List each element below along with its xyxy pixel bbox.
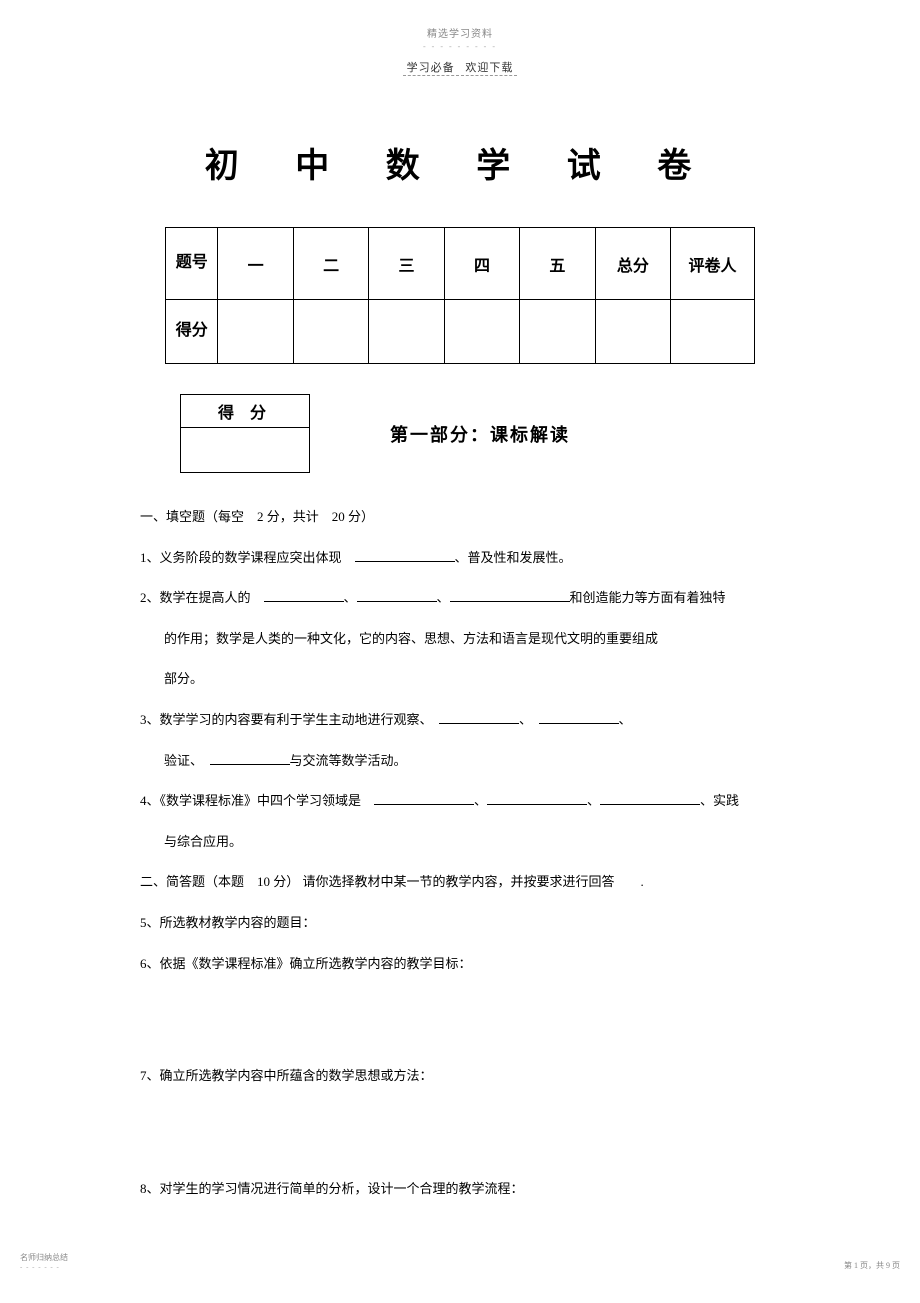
- cell-col-4: 四: [444, 228, 519, 300]
- blank-fill: [357, 589, 437, 602]
- question-2-line2: 的作用；数学是人类的一种文化，它的内容、思想、方法和语言是现代文明的重要组成: [140, 625, 780, 654]
- header-top-text: 精选学习资料: [0, 0, 920, 40]
- header-dots: - - - - - - - - -: [0, 42, 920, 51]
- question-5: 5、所选教材教学内容的题目：: [140, 909, 780, 938]
- q3-line2-a: 验证、: [164, 753, 210, 768]
- blank-fill: [264, 589, 344, 602]
- q1-text-a: 1、义务阶段的数学课程应突出体现: [140, 550, 355, 565]
- blank-fill: [374, 792, 474, 805]
- cell-total: 总分: [595, 228, 670, 300]
- q2-text-a: 2、数学在提高人的: [140, 590, 264, 605]
- blank-fill: [487, 792, 587, 805]
- blank-fill: [355, 549, 455, 562]
- score-box-value: [181, 428, 309, 472]
- question-6: 6、依据《数学课程标准》确立所选教学内容的教学目标：: [140, 950, 780, 979]
- footer-right: 第 1 页，共 9 页: [844, 1260, 900, 1271]
- score-box: 得 分: [180, 394, 310, 473]
- question-4: 4、《数学课程标准》中四个学习领域是 、 、 、实践: [140, 787, 780, 816]
- question-1: 1、义务阶段的数学课程应突出体现 、普及性和发展性。: [140, 544, 780, 573]
- cell-score-5: [520, 300, 595, 364]
- question-3: 3、数学学习的内容要有利于学生主动地进行观察、 、 、: [140, 706, 780, 735]
- header-sub-left: 学习必备: [403, 59, 459, 76]
- blank-fill: [600, 792, 700, 805]
- blank-fill: [539, 711, 619, 724]
- q4-text-a: 4、《数学课程标准》中四个学习领域是: [140, 793, 374, 808]
- footer-left: 名师归纳总结 - - - - - - -: [20, 1252, 68, 1271]
- cell-score-4: [444, 300, 519, 364]
- question-7: 7、确立所选教学内容中所蕴含的数学思想或方法：: [140, 1062, 780, 1091]
- blank-fill: [450, 589, 570, 602]
- question-2-line3: 部分。: [140, 665, 780, 694]
- table-row: 题号 一 二 三 四 五 总分 评卷人: [166, 228, 755, 300]
- score-box-label: 得 分: [181, 395, 309, 428]
- page-title: 初 中 数 学 试 卷: [0, 138, 920, 187]
- content-area: 题号 一 二 三 四 五 总分 评卷人 得分 得 分 第一部分：课标解读 一、填…: [0, 227, 920, 1203]
- cell-score-total: [595, 300, 670, 364]
- q4-text-d: 、实践: [700, 793, 739, 808]
- cell-score-grader: [671, 300, 755, 364]
- spacer: [140, 1103, 780, 1163]
- q4-text-b: 、: [474, 793, 487, 808]
- footer-left-dots: - - - - - - -: [20, 1263, 68, 1271]
- q3-text-a: 3、数学学习的内容要有利于学生主动地进行观察、: [140, 712, 439, 727]
- cell-score-3: [369, 300, 444, 364]
- cell-label-1: 题号: [166, 228, 218, 300]
- question-3-line2: 验证、 与交流等数学活动。: [140, 747, 780, 776]
- cell-score-1: [218, 300, 293, 364]
- body-text: 一、填空题（每空 2 分，共计 20 分） 1、义务阶段的数学课程应突出体现 、…: [140, 503, 780, 1203]
- q2-text-c: 、: [437, 590, 450, 605]
- header-sub-right: 欢迎下载: [461, 59, 517, 76]
- section1-heading: 一、填空题（每空 2 分，共计 20 分）: [140, 503, 780, 532]
- table-row: 得分: [166, 300, 755, 364]
- blank-fill: [439, 711, 519, 724]
- section-title: 第一部分：课标解读: [390, 421, 570, 447]
- section2-heading: 二、简答题（本题 10 分） 请你选择教材中某一节的教学内容，并按要求进行回答 …: [140, 868, 780, 897]
- q3-line2-b: 与交流等数学活动。: [290, 753, 407, 768]
- cell-label-2: 得分: [166, 300, 218, 364]
- cell-col-2: 二: [293, 228, 368, 300]
- q2-text-b: 、: [344, 590, 357, 605]
- blank-fill: [210, 752, 290, 765]
- cell-grader: 评卷人: [671, 228, 755, 300]
- q3-text-b: 、: [519, 712, 539, 727]
- question-4-line2: 与综合应用。: [140, 828, 780, 857]
- q1-text-b: 、普及性和发展性。: [455, 550, 572, 565]
- cell-col-3: 三: [369, 228, 444, 300]
- question-8: 8、对学生的学习情况进行简单的分析，设计一个合理的教学流程：: [140, 1175, 780, 1204]
- cell-score-2: [293, 300, 368, 364]
- header-sub: 学习必备 欢迎下载: [0, 59, 920, 78]
- q4-text-c: 、: [587, 793, 600, 808]
- question-2: 2、数学在提高人的 、 、 和创造能力等方面有着独特: [140, 584, 780, 613]
- score-table: 题号 一 二 三 四 五 总分 评卷人 得分: [165, 227, 755, 364]
- section-header-row: 得 分 第一部分：课标解读: [140, 394, 780, 473]
- q3-text-c: 、: [619, 712, 632, 727]
- spacer: [140, 990, 780, 1050]
- q2-text-d: 和创造能力等方面有着独特: [570, 590, 726, 605]
- footer-left-text: 名师归纳总结: [20, 1252, 68, 1263]
- cell-col-5: 五: [520, 228, 595, 300]
- cell-col-1: 一: [218, 228, 293, 300]
